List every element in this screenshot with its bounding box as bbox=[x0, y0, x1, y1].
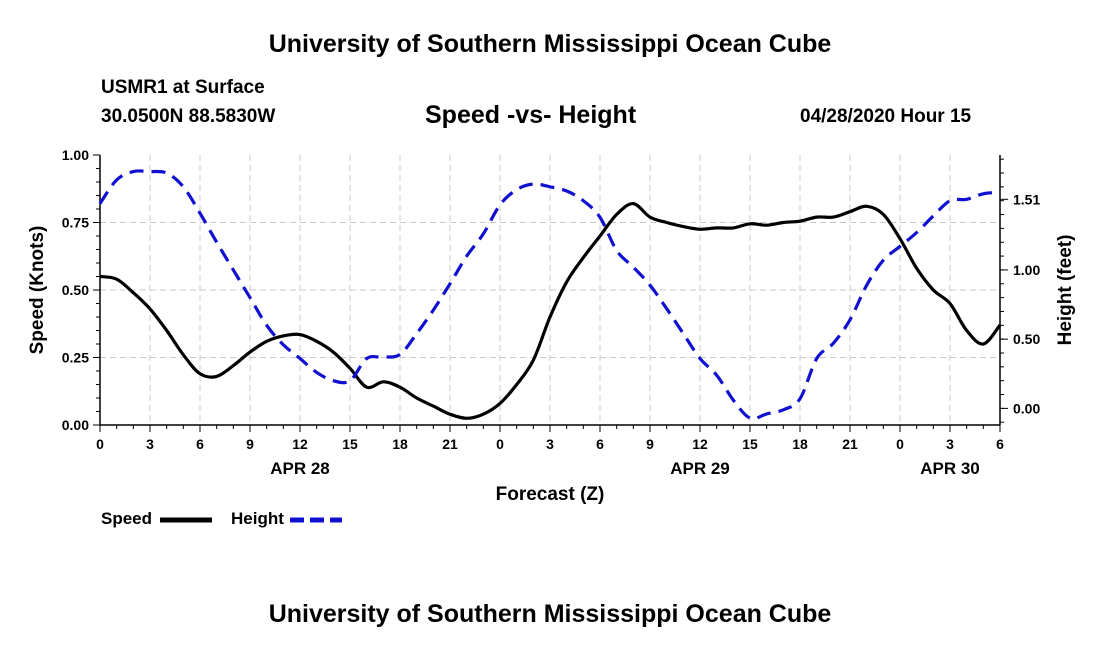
coordinates-label: 30.0500N 88.5830W bbox=[101, 106, 276, 127]
x-tick-label: 12 bbox=[692, 436, 708, 452]
y2-tick-label: 1.51 bbox=[1013, 191, 1040, 207]
x-tick-label: 15 bbox=[342, 436, 358, 452]
day-label: APR 29 bbox=[670, 459, 730, 478]
y2-tick-label: 1.00 bbox=[1013, 262, 1040, 278]
x-tick-label: 15 bbox=[742, 436, 758, 452]
x-tick-label: 9 bbox=[646, 436, 654, 452]
x-tick-label: 18 bbox=[392, 436, 408, 452]
y-tick-label: 0.25 bbox=[62, 350, 89, 366]
legend-speed-label: Speed bbox=[101, 509, 153, 528]
y2-tick-label: 0.50 bbox=[1013, 331, 1040, 347]
y-axis-title: Speed (Knots) bbox=[27, 226, 48, 355]
top-title: University of Southern Mississippi Ocean… bbox=[268, 30, 832, 58]
x-tick-label: 0 bbox=[896, 436, 904, 452]
x-tick-label: 0 bbox=[496, 436, 504, 452]
x-tick-label: 6 bbox=[996, 436, 1004, 452]
legend-height-label: Height bbox=[231, 509, 284, 528]
date-hour-label: 04/28/2020 Hour 15 bbox=[800, 106, 972, 127]
x-tick-label: 9 bbox=[246, 436, 254, 452]
y2-tick-label: 0.00 bbox=[1013, 400, 1040, 416]
x-tick-label: 18 bbox=[792, 436, 808, 452]
day-label: APR 28 bbox=[270, 459, 330, 478]
speed-series-line bbox=[99, 202, 1002, 420]
y2-axis-title: Height (feet) bbox=[1055, 235, 1076, 346]
bottom-title: University of Southern Mississippi Ocean… bbox=[268, 600, 832, 628]
height-series-line bbox=[98, 169, 1001, 421]
x-tick-label: 6 bbox=[596, 436, 604, 452]
y-tick-label: 1.00 bbox=[62, 147, 89, 163]
y-tick-label: 0.00 bbox=[62, 417, 89, 433]
x-tick-label: 6 bbox=[196, 436, 204, 452]
y-tick-label: 0.50 bbox=[62, 282, 89, 298]
day-label: APR 30 bbox=[920, 459, 980, 478]
x-tick-label: 12 bbox=[292, 436, 308, 452]
x-tick-label: 3 bbox=[546, 436, 554, 452]
x-axis-title: Forecast (Z) bbox=[496, 484, 605, 505]
station-label: USMR1 at Surface bbox=[101, 77, 265, 98]
x-tick-label: 21 bbox=[842, 436, 858, 452]
x-tick-label: 3 bbox=[946, 436, 954, 452]
x-tick-label: 21 bbox=[442, 436, 458, 452]
y-tick-label: 0.75 bbox=[62, 215, 89, 231]
x-tick-label: 3 bbox=[146, 436, 154, 452]
x-tick-label: 0 bbox=[96, 436, 104, 452]
chart-title: Speed -vs- Height bbox=[425, 101, 637, 129]
